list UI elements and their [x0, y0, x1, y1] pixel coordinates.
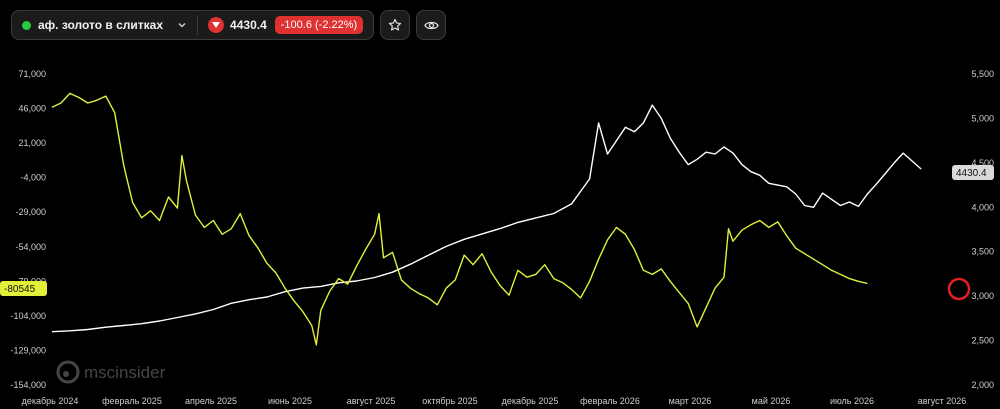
watchlist-button[interactable] [380, 10, 411, 40]
right-last-value-label: 4430.4 [956, 168, 987, 179]
symbol-name: аф. золото в слитках [38, 18, 164, 32]
star-icon [389, 18, 402, 31]
right-axis: 5,500 5,000 4,500 4,000 3,500 3,000 2,500 2,000 [971, 69, 994, 390]
left-tick-label: -4,000 [20, 173, 46, 183]
price-series-line [51, 104, 922, 333]
x-tick-label: февраль 2025 [102, 396, 162, 406]
x-axis: декабрь 2024 февраль 2025 апрель 2025 июнь … [22, 396, 967, 406]
x-tick-label: декабрь 2024 [22, 396, 79, 406]
x-tick-label: октябрь 2025 [422, 396, 477, 406]
right-tick-label: 5,500 [971, 69, 994, 79]
x-tick-label: июль 2026 [830, 396, 874, 406]
right-tick-label: 4,500 [971, 158, 994, 168]
view-button[interactable] [416, 10, 447, 40]
last-price: 4430.4 [230, 18, 267, 32]
symbol-selector[interactable]: аф. золото в слитках 4430.4 -100.6 (-2.2… [11, 10, 375, 40]
right-last-value-marker: 4430.4 [952, 165, 994, 180]
x-tick-label: февраль 2026 [580, 396, 640, 406]
left-tick-label: -104,000 [10, 311, 46, 321]
x-tick-label: март 2026 [669, 396, 712, 406]
left-tick-label: -154,000 [10, 380, 46, 390]
triangle-down-icon [208, 17, 225, 33]
left-tick-label: 21,000 [18, 138, 46, 148]
x-tick-label: август 2026 [918, 396, 967, 406]
left-tick-label: -129,000 [10, 345, 46, 355]
price-change-badge: -100.6 (-2.22%) [274, 16, 364, 34]
toolbar: аф. золото в слитках 4430.4 -100.6 (-2.2… [11, 10, 447, 40]
right-tick-label: 2,000 [971, 380, 994, 390]
left-tick-label: 46,000 [18, 104, 46, 114]
right-tick-label: 5,000 [971, 113, 994, 123]
watermark: mscinsider [56, 360, 166, 384]
right-tick-label: 4,000 [971, 202, 994, 212]
eye-icon [423, 21, 439, 29]
x-tick-label: август 2025 [347, 396, 396, 406]
right-tick-label: 2,500 [971, 336, 994, 346]
left-axis: 71,00046,00021,000-4,000-29,000-54,000-7… [10, 69, 46, 390]
series-layer [51, 92, 922, 346]
x-tick-label: апрель 2025 [185, 396, 237, 406]
left-last-value-marker: -80545 [0, 281, 47, 296]
left-tick-label: -54,000 [15, 242, 46, 252]
x-tick-label: май 2026 [752, 396, 791, 406]
chevron-down-icon[interactable] [177, 20, 187, 30]
x-tick-label: июнь 2025 [268, 396, 312, 406]
watermark-text: mscinsider [84, 363, 166, 382]
indicator-series-line [51, 92, 868, 346]
left-tick-label: -29,000 [15, 207, 46, 217]
left-tick-label: 71,000 [18, 69, 46, 79]
status-dot-icon [22, 20, 31, 30]
right-tick-label: 3,000 [971, 291, 994, 301]
x-tick-label: декабрь 2025 [502, 396, 559, 406]
left-last-value-label: -80545 [4, 284, 36, 295]
highlight-circle [947, 277, 971, 301]
right-tick-label: 3,500 [971, 247, 994, 257]
divider [197, 15, 199, 35]
